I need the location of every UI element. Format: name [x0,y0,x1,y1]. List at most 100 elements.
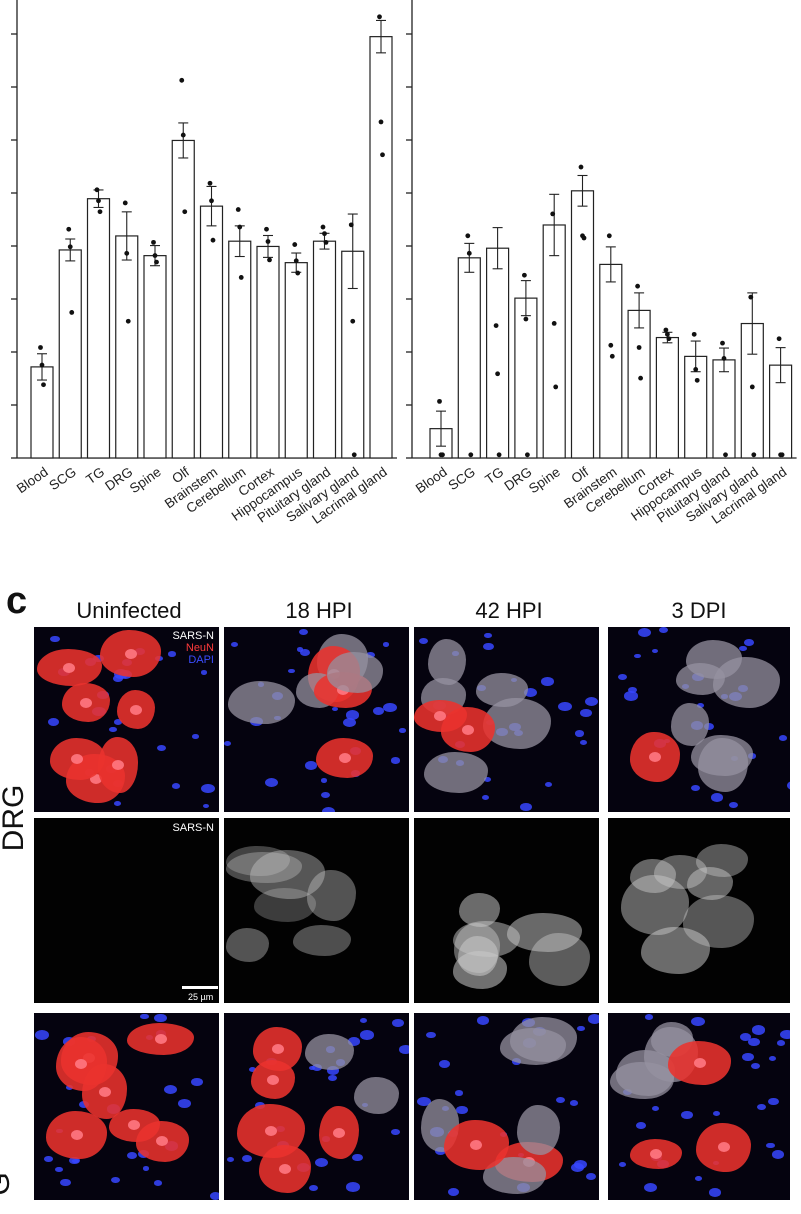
data-point [665,331,670,337]
neuron-nucleus [338,753,351,764]
data-point [293,258,299,264]
dapi-nucleus [628,686,637,693]
data-point [235,207,241,212]
dapi-nucleus [644,1014,654,1021]
sars-n-signal [307,869,356,922]
dapi-nucleus [624,691,638,701]
dapi-nucleus [741,1052,754,1062]
dapi-nucleus [224,740,232,746]
data-point [751,452,757,458]
dapi-nucleus [584,696,598,706]
dapi-nucleus [241,1154,253,1162]
micrograph-tile-gray-3dpi-row2 [608,818,790,1003]
dapi-nucleus [703,723,714,731]
data-point [380,152,385,158]
sars-n-signal [253,888,316,922]
data-point [237,224,243,230]
dapi-nucleus [587,1014,599,1024]
micrograph-tile-merge-uninfected-row3 [34,1013,219,1200]
dapi-nucleus [555,1096,565,1103]
data-point [466,250,472,256]
micrograph-tile-merge-18hpi-row3 [224,1013,409,1200]
dapi-nucleus [299,648,311,657]
dapi-nucleus [346,710,360,720]
dapi-nucleus [545,781,553,787]
dapi-nucleus [426,1031,436,1039]
neuron-nucleus [462,724,475,735]
dapi-nucleus [728,801,739,809]
neuron-cell [354,1077,399,1115]
dapi-nucleus [343,717,357,727]
dapi-nucleus [34,1030,49,1041]
column-title-18hpi: 18 HPI [285,598,353,623]
bar-charts: Blood SCG TG DRG Spine Olf Brainstem Cerebellum… [0,0,801,590]
data-point [749,384,755,390]
dapi-nucleus [579,739,587,745]
data-point [720,340,725,346]
data-point [351,452,357,458]
panel-letter: c [6,580,28,622]
data-point [122,200,128,206]
data-point [606,233,612,239]
dapi-nucleus [200,783,215,794]
category-label: Blood [14,464,51,496]
dapi-nucleus [787,781,790,791]
data-point [523,316,529,322]
dapi-nucleus [574,1159,587,1169]
bar-cerebellum [627,309,651,459]
neuron-nucleus [279,1164,292,1175]
dapi-nucleus [226,1157,234,1162]
dapi-nucleus [739,645,747,652]
bar-cerebellum [228,240,252,459]
dapi-nucleus [455,1105,468,1115]
dapi-nucleus [574,730,585,737]
data-point [776,336,782,342]
dapi-nucleus [230,641,239,648]
micrograph-tile-merge-uninfected-row1 [34,627,219,812]
dapi-nucleus [643,1182,657,1193]
data-point [124,250,130,256]
data-point [67,244,73,250]
dapi-nucleus [618,673,627,680]
dapi-nucleus [747,1037,761,1047]
dapi-nucleus [308,1066,315,1071]
data-point [522,272,527,278]
dapi-nucleus [203,803,210,808]
dapi-nucleus [541,677,554,686]
neuron-nucleus [75,1058,88,1069]
dapi-nucleus [383,702,398,713]
bar-olf [570,190,595,459]
channel-label-sars-gray: SARS-N [172,822,214,834]
data-point [663,327,669,333]
neuron-nucleus [111,760,124,770]
dapi-nucleus [483,642,495,651]
data-point [609,353,615,359]
category-label: Spine [127,464,164,496]
data-point [180,132,186,138]
neuron-cell [428,638,467,686]
dapi-nucleus [192,734,199,739]
data-point [348,222,354,228]
data-point [69,310,75,315]
category-label: Blood [413,464,450,496]
dapi-nucleus [778,735,788,742]
data-point [693,367,699,372]
neuron-nucleus [156,1136,169,1147]
data-point [38,345,43,350]
dapi-nucleus [126,1151,138,1160]
dapi-nucleus [712,1110,720,1116]
data-point [694,377,700,383]
micrograph-tile-merge-42hpi-row1 [414,627,599,812]
channel-label-neun: NeuN [185,642,214,654]
dapi-nucleus [382,642,390,647]
column-title-uninfected: Uninfected [76,598,182,623]
dapi-nucleus [111,1177,120,1183]
bar-tg [86,198,111,459]
dapi-nucleus [416,1096,431,1107]
dapi-nucleus [265,778,279,788]
data-point [578,164,584,170]
dapi-nucleus [288,668,295,674]
dapi-nucleus [418,638,428,645]
dapi-nucleus [476,1016,489,1025]
